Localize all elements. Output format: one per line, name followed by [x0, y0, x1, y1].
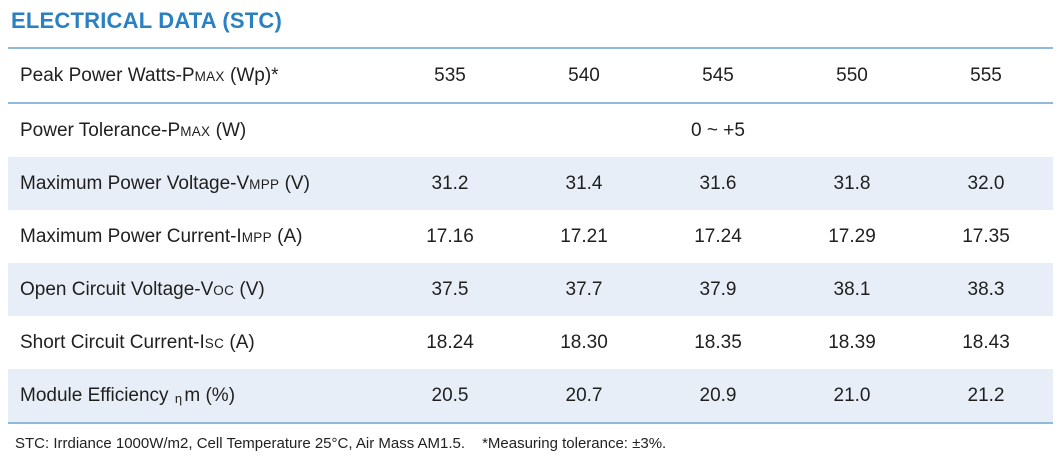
row-label-unit: (W)	[210, 119, 247, 141]
row-label-text: Short Circuit Current-I	[20, 331, 205, 353]
footnote: STC: Irrdiance 1000W/m2, Cell Temperatur…	[8, 424, 1053, 452]
value-cell: 550	[836, 64, 868, 86]
value-cell: 17.35	[962, 225, 1010, 247]
value-cell: 545	[702, 64, 734, 86]
row-label: Maximum Power Voltage-VMPP (V)	[8, 173, 383, 195]
value-cell: 37.5	[431, 278, 469, 300]
value-cell: 540	[568, 64, 600, 86]
row-label-text: Maximum Power Voltage-V	[20, 172, 250, 194]
table-row-max-power-voltage: Maximum Power Voltage-VMPP (V) 31.2 31.4…	[8, 157, 1053, 210]
row-label-unit: (A)	[271, 225, 303, 247]
value-cell: 20.5	[431, 384, 469, 406]
row-values: 17.16 17.21 17.24 17.29 17.35	[383, 226, 1053, 248]
row-label-subscript: η	[174, 390, 183, 406]
row-label-text: Maximum Power Current-I	[20, 225, 242, 247]
row-values: 18.24 18.30 18.35 18.39 18.43	[383, 332, 1053, 354]
value-cell: 31.8	[833, 172, 871, 194]
electrical-data-table: Peak Power Watts-PMAX (Wp)* 535 540 545 …	[8, 47, 1053, 424]
value-cell: 18.24	[426, 331, 474, 353]
measuring-tolerance-note: *Measuring tolerance: ±3%.	[482, 435, 667, 452]
row-label-unit: (Wp)*	[224, 64, 279, 86]
value-cell: 17.21	[560, 225, 608, 247]
row-values: 0 ~ +5	[383, 120, 1053, 142]
row-label-unit: (V)	[279, 172, 310, 194]
value-cell: 18.39	[828, 331, 876, 353]
row-values: 20.5 20.7 20.9 21.0 21.2	[383, 385, 1053, 407]
row-label: Peak Power Watts-PMAX (Wp)*	[8, 65, 383, 87]
row-values: 535 540 545 550 555	[383, 65, 1053, 87]
row-label: Power Tolerance-PMAX (W)	[8, 120, 383, 142]
table-row-power-tolerance: Power Tolerance-PMAX (W) 0 ~ +5	[8, 104, 1053, 157]
value-cell: 17.29	[828, 225, 876, 247]
row-label-text: Module Efficiency	[20, 384, 174, 406]
table-row-short-circuit-current: Short Circuit Current-ISC (A) 18.24 18.3…	[8, 316, 1053, 369]
row-label-unit: (A)	[224, 331, 255, 353]
value-cell: 20.9	[699, 384, 737, 406]
value-cell: 17.16	[426, 225, 474, 247]
row-label-subscript: SC	[204, 335, 225, 351]
table-row-peak-power: Peak Power Watts-PMAX (Wp)* 535 540 545 …	[8, 49, 1053, 104]
row-values: 37.5 37.7 37.9 38.1 38.3	[383, 279, 1053, 301]
row-label: Open Circuit Voltage-VOC (V)	[8, 279, 383, 301]
row-label: Short Circuit Current-ISC (A)	[8, 332, 383, 354]
row-label-subscript: MAX	[194, 68, 225, 84]
value-cell: 18.35	[694, 331, 742, 353]
row-label-subscript: MAX	[180, 123, 211, 139]
value-cell: 535	[434, 64, 466, 86]
value-cell: 18.30	[560, 331, 608, 353]
value-cell: 31.4	[565, 172, 603, 194]
table-row-open-circuit-voltage: Open Circuit Voltage-VOC (V) 37.5 37.7 3…	[8, 263, 1053, 316]
row-label-subscript: MPP	[241, 229, 272, 245]
value-cell: 31.6	[699, 172, 737, 194]
datasheet-page: ELECTRICAL DATA (STC) Peak Power Watts-P…	[8, 8, 1053, 452]
value-cell: 555	[970, 64, 1002, 86]
value-cell: 38.3	[967, 278, 1005, 300]
row-label: Maximum Power Current-IMPP (A)	[8, 226, 383, 248]
row-label-subscript: MPP	[249, 176, 280, 192]
row-label-text: Open Circuit Voltage-V	[20, 278, 214, 300]
value-cell: 18.43	[962, 331, 1010, 353]
row-label-text: Peak Power Watts-P	[20, 64, 195, 86]
spanning-value-cell: 0 ~ +5	[691, 119, 745, 141]
row-values: 31.2 31.4 31.6 31.8 32.0	[383, 173, 1053, 195]
row-label-unit: (V)	[234, 278, 265, 300]
value-cell: 17.24	[694, 225, 742, 247]
value-cell: 37.9	[699, 278, 737, 300]
row-label-text: Power Tolerance-P	[20, 119, 181, 141]
table-row-max-power-current: Maximum Power Current-IMPP (A) 17.16 17.…	[8, 210, 1053, 263]
row-label-unit: m (%)	[184, 384, 236, 406]
value-cell: 20.7	[565, 384, 603, 406]
value-cell: 37.7	[565, 278, 603, 300]
value-cell: 21.0	[833, 384, 871, 406]
stc-conditions-note: STC: Irrdiance 1000W/m2, Cell Temperatur…	[15, 435, 466, 452]
value-cell: 38.1	[833, 278, 871, 300]
row-label-subscript: OC	[213, 282, 235, 298]
page-title: ELECTRICAL DATA (STC)	[11, 8, 283, 33]
value-cell: 32.0	[967, 172, 1005, 194]
value-cell: 21.2	[967, 384, 1005, 406]
value-cell: 31.2	[431, 172, 469, 194]
